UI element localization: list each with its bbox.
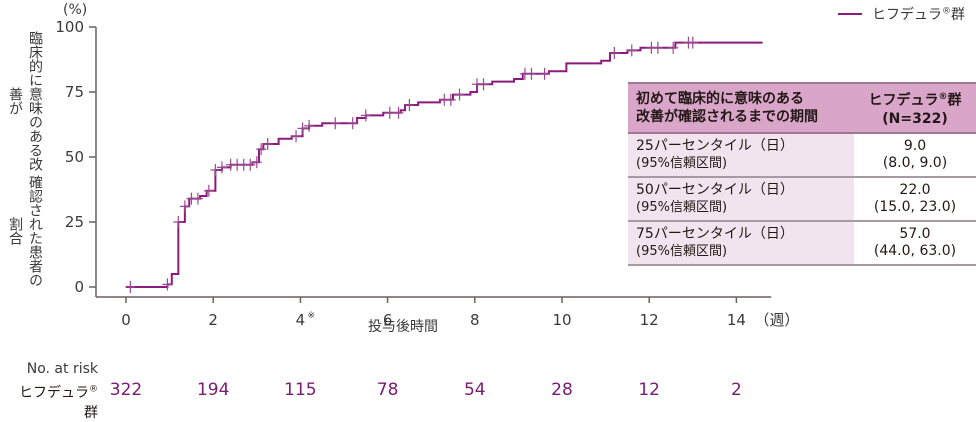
censor-marks [125, 36, 698, 293]
risk-value: 194 [196, 380, 230, 400]
y-tick-label: 0 [74, 278, 84, 296]
x-axis-title: 投与後時間 [368, 319, 438, 335]
risk-value: 115 [284, 380, 317, 400]
y-axis-title-line2: 確認された患者の割合 [7, 174, 43, 287]
svg-text:※: ※ [307, 311, 315, 321]
row-value: 57.0 (44.0, 63.0) [854, 220, 976, 266]
row-label: 25パーセンタイル（日） (95%信頼区間) [628, 132, 854, 178]
km-chart: 0 25 50 75 100 0 2 4 ※ 6 8 10 12 14 （週） [55, 18, 799, 329]
y-axis-title-line1: 臨床的に意味のある改善が [7, 30, 43, 171]
x-tick-label: 10 [552, 311, 571, 329]
x-tick-label: 14 [727, 311, 746, 329]
x-tick-label: 12 [640, 311, 659, 329]
table-header-period: 初めて臨床的に意味のある 改善が確認されるまでの期間 [628, 82, 854, 134]
row-value: 22.0 (15.0, 23.0) [854, 176, 976, 222]
x-tick-label: 4 [296, 311, 306, 329]
row-label: 75パーセンタイル（日） (95%信頼区間) [628, 220, 854, 266]
risk-value: 2 [730, 380, 742, 400]
legend-line-swatch [838, 13, 862, 15]
x-tick-label: 8 [470, 311, 480, 329]
table-row: 50パーセンタイル（日） (95%信頼区間) 22.0 (15.0, 23.0) [628, 176, 976, 222]
risk-value: 322 [109, 380, 143, 400]
risk-table-group-label: ヒフデュラ®群 [19, 384, 98, 421]
legend-label: ヒフデュラ®群 [872, 6, 965, 23]
table-row: 25パーセンタイル（日） (95%信頼区間) 9.0 (8.0, 9.0) [628, 132, 976, 178]
risk-value: 12 [638, 380, 661, 400]
row-value: 9.0 (8.0, 9.0) [854, 132, 976, 178]
percentile-table: 初めて臨床的に意味のある 改善が確認されるまでの期間 ヒフデュラ®群 (N=32… [628, 82, 976, 266]
table-header-group: ヒフデュラ®群 (N=322) [854, 82, 976, 134]
table-row: 75パーセンタイル（日） (95%信頼区間) 57.0 (44.0, 63.0) [628, 220, 976, 266]
x-axis-unit: （週） [754, 311, 799, 329]
x-tick-label: 2 [208, 311, 218, 329]
x-tick-label: 6 [383, 311, 393, 329]
y-tick-label: 100 [55, 18, 84, 36]
risk-value: 54 [463, 380, 486, 400]
chart-axes: 0 25 50 75 100 0 2 4 ※ 6 8 10 12 14 （週） [55, 18, 799, 329]
y-tick-label: 50 [65, 148, 84, 166]
legend: ヒフデュラ®群 [838, 4, 965, 24]
row-label: 50パーセンタイル（日） (95%信頼区間) [628, 176, 854, 222]
risk-table-title: No. at risk [26, 361, 98, 377]
risk-value: 28 [551, 380, 573, 400]
y-tick-label: 25 [65, 213, 84, 231]
table-header-row: 初めて臨床的に意味のある 改善が確認されるまでの期間 ヒフデュラ®群 (N=32… [628, 82, 976, 134]
y-axis-unit: (%) [63, 2, 88, 18]
x-tick-label: 0 [121, 311, 131, 329]
y-tick-label: 75 [65, 83, 84, 101]
y-axis-title: 臨床的に意味のある改善が 確認された患者の割合 [0, 30, 50, 290]
risk-value: 78 [376, 380, 399, 400]
